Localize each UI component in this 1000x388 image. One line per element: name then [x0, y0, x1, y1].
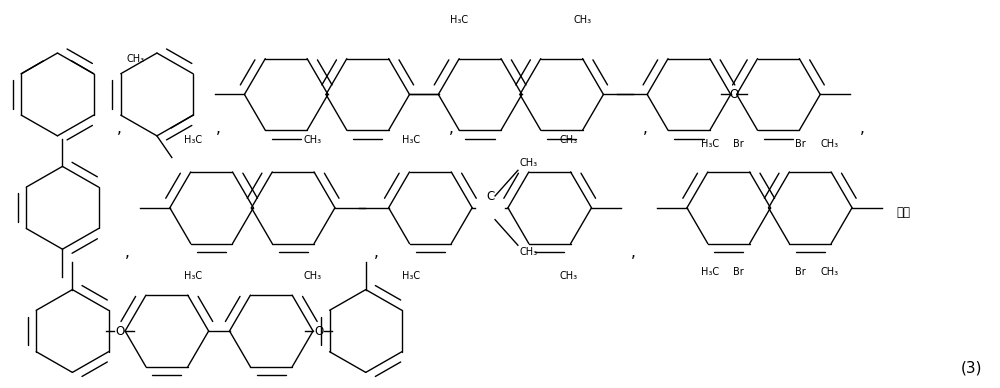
Text: CH₃: CH₃ [303, 271, 321, 281]
Text: (3): (3) [961, 360, 982, 375]
Text: Br: Br [795, 267, 806, 277]
Text: Br: Br [733, 267, 744, 277]
Text: H₃C: H₃C [184, 135, 202, 145]
Text: ,: , [860, 121, 864, 137]
Text: ，或: ，或 [897, 206, 911, 219]
Text: CH₃: CH₃ [560, 135, 578, 145]
Text: C: C [486, 190, 494, 203]
Text: ,: , [125, 245, 130, 260]
Text: Br: Br [733, 139, 744, 149]
Text: ,: , [449, 121, 454, 137]
Text: H₃C: H₃C [450, 16, 468, 26]
Text: CH₃: CH₃ [574, 16, 592, 26]
Text: O: O [729, 88, 738, 101]
Text: ,: , [374, 245, 379, 260]
Text: H₃C: H₃C [402, 271, 420, 281]
Text: CH₃: CH₃ [560, 271, 578, 281]
Text: CH₃: CH₃ [820, 139, 838, 149]
Text: CH₃: CH₃ [520, 158, 538, 168]
Text: O: O [115, 324, 124, 338]
Text: H₃C: H₃C [701, 267, 719, 277]
Text: H₃C: H₃C [184, 271, 202, 281]
Text: CH₃: CH₃ [820, 267, 838, 277]
Text: H₃C: H₃C [701, 139, 719, 149]
Text: Br: Br [795, 139, 806, 149]
Text: CH₃: CH₃ [127, 54, 145, 64]
Text: ,: , [643, 121, 648, 137]
Text: CH₃: CH₃ [303, 135, 321, 145]
Text: O: O [314, 324, 323, 338]
Text: ,: , [117, 121, 122, 137]
Text: ,: , [216, 121, 221, 137]
Text: H₃C: H₃C [402, 135, 420, 145]
Text: CH₃: CH₃ [520, 247, 538, 257]
Text: ,: , [631, 245, 636, 260]
